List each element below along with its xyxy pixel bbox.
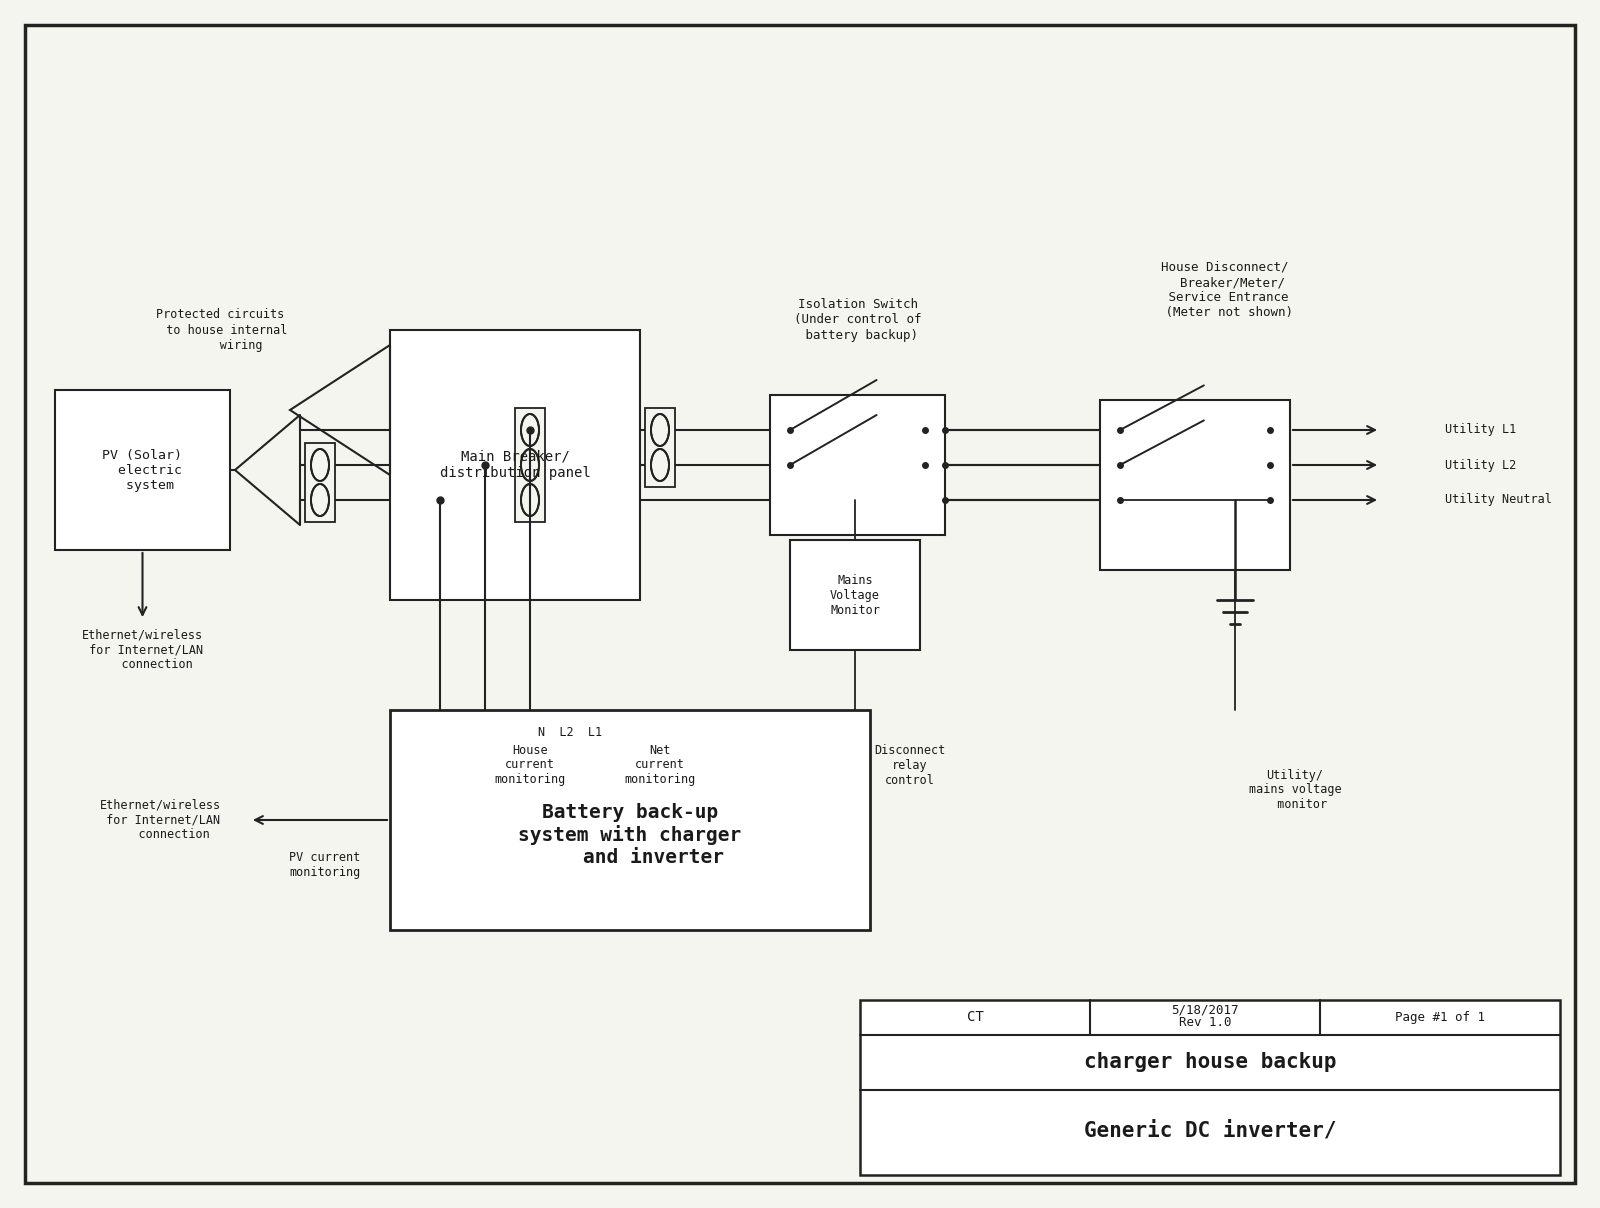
Bar xyxy=(790,540,920,650)
Text: Utility L1: Utility L1 xyxy=(1445,424,1517,436)
Text: PV current
monitoring: PV current monitoring xyxy=(290,850,360,879)
Text: Battery back-up
system with charger
    and inverter: Battery back-up system with charger and … xyxy=(518,803,742,867)
Text: Page #1 of 1: Page #1 of 1 xyxy=(1395,1011,1485,1023)
Text: N  L2  L1: N L2 L1 xyxy=(538,726,602,738)
Text: Utility L2: Utility L2 xyxy=(1445,459,1517,471)
Bar xyxy=(770,395,946,535)
Text: Ethernet/wireless
 for Internet/LAN
    connection: Ethernet/wireless for Internet/LAN conne… xyxy=(82,628,203,672)
Bar xyxy=(515,408,546,522)
Text: House
current
monitoring: House current monitoring xyxy=(494,743,566,786)
Text: Ethernet/wireless
 for Internet/LAN
    connection: Ethernet/wireless for Internet/LAN conne… xyxy=(99,798,221,842)
Bar xyxy=(390,710,870,930)
Bar xyxy=(861,1000,1560,1175)
Text: Utility/
mains voltage
  monitor: Utility/ mains voltage monitor xyxy=(1248,768,1341,812)
Text: Net
current
monitoring: Net current monitoring xyxy=(624,743,696,786)
Text: Utility Neutral: Utility Neutral xyxy=(1445,494,1552,506)
Text: 5/18/2017: 5/18/2017 xyxy=(1171,1004,1238,1016)
Text: Generic DC inverter/: Generic DC inverter/ xyxy=(1083,1120,1336,1140)
Text: Main Breaker/
distribution panel: Main Breaker/ distribution panel xyxy=(440,449,590,480)
Text: Protected circuits
  to house internal
      wiring: Protected circuits to house internal wir… xyxy=(152,308,288,352)
Text: House Disconnect/
  Breaker/Meter/
 Service Entrance
 (Meter not shown): House Disconnect/ Breaker/Meter/ Service… xyxy=(1157,261,1293,319)
Bar xyxy=(390,330,640,600)
Bar xyxy=(645,408,675,487)
Bar xyxy=(54,390,230,550)
Text: Isolation Switch
(Under control of
 battery backup): Isolation Switch (Under control of batte… xyxy=(794,298,922,342)
Text: Mains
Voltage
Monitor: Mains Voltage Monitor xyxy=(830,574,880,616)
Text: Disconnect
relay
control: Disconnect relay control xyxy=(874,743,946,786)
Bar xyxy=(306,443,334,522)
Text: charger house backup: charger house backup xyxy=(1083,1052,1336,1071)
Bar xyxy=(1101,400,1290,570)
Text: Rev 1.0: Rev 1.0 xyxy=(1179,1016,1232,1028)
Text: PV (Solar)
  electric
  system: PV (Solar) electric system xyxy=(102,448,182,492)
Text: CT: CT xyxy=(966,1010,984,1024)
